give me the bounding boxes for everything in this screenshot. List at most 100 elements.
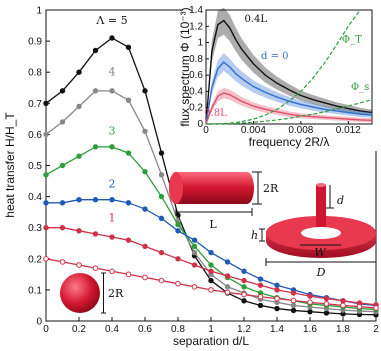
main-series-label: 2 xyxy=(109,177,116,190)
main-x-tick-label: 1.4 xyxy=(270,324,284,335)
inset-y-tick-label: 1.4 xyxy=(189,5,203,16)
inset-y-axis-label: flux spectrum Φ (10⁻³) xyxy=(178,7,192,126)
main-data-point xyxy=(43,172,49,178)
inset-y-tick-label: 1.2 xyxy=(189,21,203,32)
main-data-point xyxy=(59,259,66,265)
main-y-tick-label: 0.6 xyxy=(28,130,42,141)
main-data-point xyxy=(224,273,231,279)
main-data-point xyxy=(340,302,346,309)
main-data-point xyxy=(224,284,231,290)
inset-y-tick-label: 0.2 xyxy=(189,103,203,114)
main-data-point xyxy=(307,308,313,315)
main-data-point xyxy=(59,88,66,94)
inset-y-tick-label: 0.6 xyxy=(189,70,203,81)
main-data-point xyxy=(241,284,247,290)
inset-series-line xyxy=(205,19,373,125)
main-y-tick-label: 0.3 xyxy=(28,223,42,234)
main-y-tick-label: 0.7 xyxy=(28,99,42,110)
main-data-point xyxy=(257,302,264,309)
inset-series-line xyxy=(205,61,373,125)
inset-series-line xyxy=(205,98,373,125)
inset-y-tick-label: 0 xyxy=(197,119,203,130)
main-data-point xyxy=(59,119,66,125)
main-data-point xyxy=(158,277,165,284)
main-data-point xyxy=(290,307,297,314)
main-data-point xyxy=(175,221,181,228)
main-data-point xyxy=(274,282,280,288)
main-data-point xyxy=(92,231,99,237)
main-data-point xyxy=(290,290,297,296)
main-data-point xyxy=(92,197,99,203)
main-data-point xyxy=(158,150,165,156)
inset-x-tick-label: 0.012 xyxy=(336,125,361,136)
main-data-point xyxy=(290,302,297,309)
ring-diameter-label: D xyxy=(316,266,326,279)
main-data-point xyxy=(307,299,313,306)
main-data-point xyxy=(109,35,115,41)
inset-series-label: 0.4L xyxy=(245,14,268,25)
main-data-point xyxy=(92,88,99,94)
sphere-radius-label: 2R xyxy=(108,287,124,300)
main-data-point xyxy=(76,197,82,203)
main-data-point xyxy=(208,268,214,274)
main-data-point xyxy=(125,44,132,51)
main-y-tick-label: 0.8 xyxy=(28,68,42,79)
main-data-point xyxy=(125,200,132,206)
main-data-point xyxy=(109,197,115,203)
main-series-labels: Λ = 5 4 3 2 1 xyxy=(95,14,127,224)
main-data-point xyxy=(76,228,82,234)
inset-x-axis-label: frequency 2R/λ xyxy=(249,135,330,149)
main-data-point xyxy=(92,265,99,271)
inset-series xyxy=(205,7,373,125)
main-data-point xyxy=(257,282,264,288)
main-data-point xyxy=(109,268,115,275)
main-data-point xyxy=(257,276,264,282)
cylinder-radius-label: 2R xyxy=(263,182,279,195)
main-data-point xyxy=(323,310,330,316)
main-x-tick-label: 1.2 xyxy=(237,324,251,335)
main-x-tick-label: 1.8 xyxy=(336,324,350,335)
main-data-point xyxy=(125,237,132,243)
main-data-point xyxy=(76,103,82,110)
main-data-point xyxy=(241,298,247,304)
main-data-point xyxy=(43,225,49,231)
main-data-point xyxy=(59,200,66,206)
inset-y-tick-label: 0.8 xyxy=(189,54,203,65)
main-series-label: Λ = 5 xyxy=(95,14,127,27)
main-data-point xyxy=(76,69,82,75)
inset-series-line xyxy=(205,92,373,125)
ring-illustration: d h W D xyxy=(251,183,377,279)
main-data-point xyxy=(59,162,66,169)
main-data-point xyxy=(290,297,297,304)
main-data-point xyxy=(175,256,181,262)
main-series-label: 4 xyxy=(109,65,116,78)
main-data-point xyxy=(208,249,214,256)
main-series-label: 3 xyxy=(109,124,116,137)
inset-series-band xyxy=(206,7,372,124)
inset-x-tick-label: 0 xyxy=(203,125,209,136)
main-x-tick-label: 1 xyxy=(208,324,214,335)
main-series-label: 1 xyxy=(109,211,116,224)
sphere-illustration: 2R xyxy=(60,272,124,314)
main-data-point xyxy=(356,303,363,310)
main-data-point xyxy=(158,193,165,200)
main-data-point xyxy=(142,128,148,134)
main-x-tick-label: 0.6 xyxy=(138,324,152,335)
cylinder-illustration: 2R L xyxy=(169,171,279,231)
main-data-point xyxy=(158,249,165,256)
main-data-point xyxy=(241,268,247,274)
main-data-point xyxy=(125,150,132,156)
main-series xyxy=(43,35,379,318)
main-x-axis-label: separation d/L xyxy=(173,334,249,348)
main-data-point xyxy=(307,293,313,299)
main-data-point xyxy=(109,234,115,240)
main-data-point xyxy=(224,289,231,296)
main-data-point xyxy=(224,259,231,265)
main-y-tick-label: 1 xyxy=(36,6,42,17)
inset-series-label: Φ_s xyxy=(351,82,369,93)
main-data-point xyxy=(208,277,214,284)
main-data-point xyxy=(241,277,247,284)
inset-series-band xyxy=(206,53,372,124)
main-data-point xyxy=(92,47,99,54)
